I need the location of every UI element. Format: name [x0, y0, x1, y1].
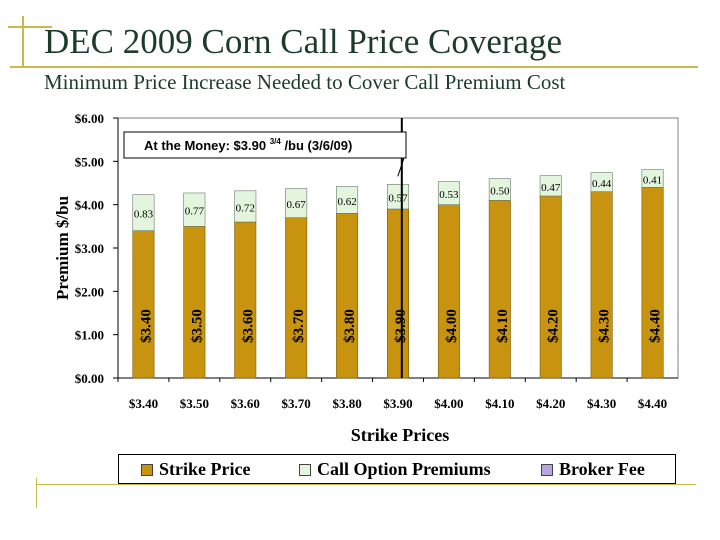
- y-tick-label: $1.00: [75, 328, 104, 343]
- footer-accent: [36, 478, 37, 508]
- bar-strike-price: [285, 217, 308, 379]
- decor-accent-horizontal: [8, 26, 52, 28]
- bar-strike-price: [539, 195, 562, 379]
- strike-data-label: $4.40: [648, 309, 664, 343]
- title-divider: [10, 66, 698, 68]
- footer-divider: [36, 484, 696, 485]
- x-tick-label: $3.50: [180, 396, 209, 411]
- premium-data-label: 0.62: [337, 196, 356, 208]
- y-tick-label: $2.00: [75, 284, 104, 299]
- x-tick-label: $4.40: [638, 396, 667, 411]
- bar-strike-price: [641, 187, 664, 379]
- y-tick-label: $4.00: [75, 198, 104, 213]
- bar-call-premium: [234, 190, 257, 223]
- x-tick-label: $3.40: [129, 396, 158, 411]
- premium-data-label: 0.57: [388, 193, 408, 205]
- bar-strike-price: [183, 226, 206, 379]
- x-tick-label: $3.70: [282, 396, 311, 411]
- premium-data-label: 0.72: [236, 202, 255, 214]
- bar-call-premium: [590, 172, 613, 192]
- bar-strike-price: [590, 191, 613, 379]
- bar-call-premium: [641, 169, 664, 188]
- legend-item-call-premiums: Call Option Premiums: [299, 459, 491, 480]
- legend-swatch-broker-fee: [541, 463, 553, 476]
- x-axis-title: Strike Prices: [350, 425, 450, 445]
- y-tick-label: $5.00: [75, 154, 104, 169]
- legend-label-call-premiums: Call Option Premiums: [317, 459, 491, 479]
- y-tick-label: $0.00: [75, 371, 104, 386]
- decor-accent-vertical: [22, 16, 24, 68]
- page-subtitle: Minimum Price Increase Needed to Cover C…: [44, 70, 566, 94]
- bar-call-premium: [539, 175, 562, 197]
- x-tick-label: $4.30: [587, 396, 616, 411]
- bar-strike-price: [437, 204, 460, 379]
- premium-data-label: 0.67: [287, 199, 307, 211]
- x-tick-label: $3.60: [231, 396, 260, 411]
- premium-data-label: 0.53: [439, 189, 459, 201]
- page-title: DEC 2009 Corn Call Price Coverage: [44, 22, 563, 61]
- strike-data-label: $4.00: [444, 309, 460, 343]
- legend-item-broker-fee: Broker Fee: [541, 459, 645, 480]
- premium-data-label: 0.41: [643, 174, 662, 186]
- annotation-text: At the Money: $3.90 3/4 /bu (3/6/09): [144, 137, 352, 153]
- annotation-box: [123, 131, 407, 159]
- bar-strike-price: [132, 230, 155, 379]
- bar-call-premium: [183, 192, 206, 227]
- strike-data-label: $3.70: [291, 309, 307, 343]
- strike-data-label: $4.30: [597, 309, 613, 343]
- premium-data-label: 0.47: [541, 182, 561, 194]
- strike-data-label: $3.40: [138, 309, 154, 343]
- bar-call-premium: [387, 184, 409, 210]
- x-tick-label: $3.90: [383, 396, 412, 411]
- bar-strike-price: [387, 208, 409, 379]
- y-axis-title: Premium $/bu: [53, 196, 72, 300]
- strike-data-label: $3.50: [189, 309, 205, 343]
- y-tick-label: $3.00: [75, 241, 104, 256]
- bar-call-premium: [285, 188, 308, 218]
- x-tick-label: $3.80: [332, 396, 361, 411]
- premium-data-label: 0.77: [185, 206, 205, 218]
- bar-call-premium: [336, 186, 359, 214]
- x-tick-label: $4.10: [485, 396, 514, 411]
- x-tick-label: $4.00: [434, 396, 463, 411]
- legend-label-broker-fee: Broker Fee: [559, 459, 645, 479]
- x-tick-label: $4.20: [536, 396, 565, 411]
- y-tick-label: $6.00: [75, 111, 104, 126]
- strike-data-label: $3.60: [240, 309, 256, 343]
- premium-data-label: 0.83: [134, 209, 154, 221]
- chart-legend: Strike Price Call Option Premiums Broker…: [118, 454, 676, 484]
- legend-label-strike-price: Strike Price: [159, 459, 251, 479]
- bar-call-premium: [132, 194, 155, 231]
- bar-strike-price: [488, 200, 511, 379]
- bar-call-premium: [437, 181, 460, 205]
- premium-data-label: 0.50: [490, 186, 510, 198]
- bar-strike-price: [336, 213, 359, 379]
- bar-strike-price: [234, 221, 257, 379]
- premium-data-label: 0.44: [592, 178, 612, 190]
- strike-data-label: $4.20: [546, 309, 562, 343]
- legend-item-strike-price: Strike Price: [141, 459, 250, 480]
- annotation-pointer: [397, 157, 405, 177]
- legend-swatch-call-premiums: [299, 463, 311, 476]
- legend-swatch-strike-price: [141, 463, 153, 476]
- strike-data-label: $3.80: [342, 309, 358, 343]
- strike-data-label: $4.10: [495, 309, 511, 343]
- bar-call-premium: [488, 178, 511, 201]
